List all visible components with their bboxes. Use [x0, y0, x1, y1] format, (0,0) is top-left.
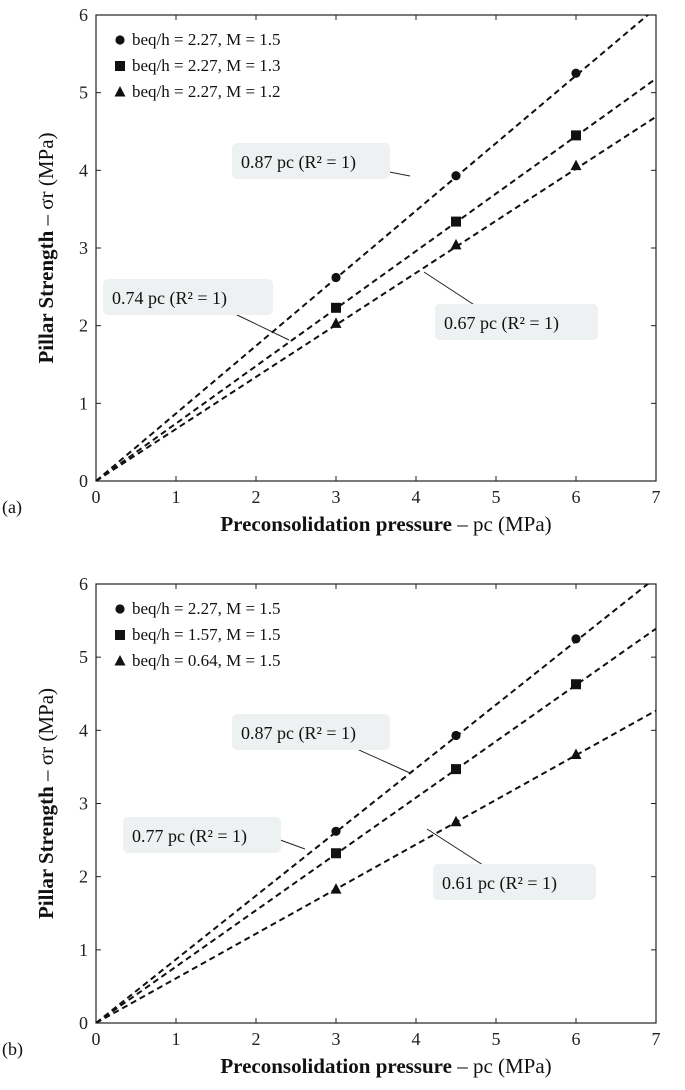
annotation-leader: [423, 271, 480, 309]
data-point: [331, 272, 341, 283]
data-point: [571, 679, 581, 690]
legend-label: beq/h = 2.27, M = 1.5: [132, 30, 281, 49]
data-point: [451, 171, 461, 181]
fit-lines: [96, 15, 656, 481]
annotation-label: 0.61 pc (R² = 1): [442, 873, 557, 894]
x-tick-label: 6: [572, 487, 581, 507]
legend-marker: [115, 604, 125, 614]
x-tick-label: 6: [572, 1029, 581, 1049]
x-tick-label: 3: [332, 487, 341, 507]
data-point: [450, 238, 462, 250]
plot-frame: [95, 583, 657, 1024]
y-tick-label: 0: [79, 471, 88, 491]
annotation-box: [433, 864, 596, 900]
legend-marker: [114, 86, 126, 97]
annotation-leader: [232, 312, 290, 341]
data-point: [331, 848, 341, 859]
y-tick-label: 2: [79, 316, 88, 336]
annotation-label: 0.67 pc (R² = 1): [444, 313, 559, 334]
legend-marker: [114, 655, 126, 666]
data-point: [450, 815, 462, 827]
y-tick-label: 1: [79, 940, 88, 960]
y-tick-label: 1: [79, 393, 88, 413]
x-tick-label: 0: [92, 487, 101, 507]
data-point: [571, 68, 581, 78]
x-tick-label: 5: [492, 487, 501, 507]
legend-marker: [115, 630, 125, 640]
x-tick-label: 0: [92, 1029, 101, 1049]
x-tick-label: 2: [252, 1029, 261, 1049]
fit-line: [96, 77, 656, 481]
fit-line: [96, 709, 656, 1023]
x-tick-label: 3: [332, 1029, 341, 1049]
x-tick-label: 2: [252, 487, 261, 507]
fit-line: [96, 15, 650, 481]
data-point: [330, 883, 342, 894]
data-point: [451, 216, 461, 227]
data-point: [451, 730, 461, 741]
data-point: [331, 826, 341, 836]
legend-label: beq/h = 1.57, M = 1.5: [132, 625, 281, 644]
annotation-label: 0.77 pc (R² = 1): [132, 826, 247, 847]
data-point: [571, 130, 581, 141]
y-tick-label: 0: [79, 1013, 88, 1033]
x-tick-label: 5: [492, 1029, 501, 1049]
x-tick-label: 7: [652, 487, 661, 507]
panel-label: (b): [2, 1039, 23, 1060]
y-axis-label: Pillar Strength – σr (MPa): [34, 132, 58, 363]
x-axis-label: Preconsolidation pressure – pc (MPa): [220, 512, 551, 536]
legend-label: beq/h = 0.64, M = 1.5: [132, 651, 281, 670]
panel-label: (a): [2, 497, 22, 518]
annotation-label: 0.87 pc (R² = 1): [241, 152, 356, 173]
legend-label: beq/h = 2.27, M = 1.3: [132, 56, 281, 75]
annotation-label: 0.74 pc (R² = 1): [112, 288, 227, 309]
y-tick-label: 3: [79, 794, 88, 814]
data-point: [451, 764, 461, 775]
y-tick-label: 5: [79, 83, 88, 103]
x-axis-label: Preconsolidation pressure – pc (MPa): [220, 1054, 551, 1078]
annotation-leader: [426, 828, 487, 868]
legend-marker: [115, 61, 125, 71]
annotation-label: 0.87 pc (R² = 1): [241, 723, 356, 744]
data-point: [330, 317, 342, 328]
annotation-box: [123, 817, 281, 853]
y-tick-label: 4: [79, 160, 88, 180]
data-point: [570, 159, 582, 171]
y-tick-label: 2: [79, 867, 88, 887]
annotation-box: [232, 714, 390, 750]
annotation-box: [232, 143, 390, 179]
x-tick-label: 1: [172, 487, 181, 507]
fit-line: [96, 115, 656, 481]
y-axis-label: Pillar Strength – σr (MPa): [34, 688, 58, 919]
y-tick-label: 4: [79, 720, 88, 740]
x-tick-label: 4: [412, 487, 421, 507]
x-tick-label: 1: [172, 1029, 181, 1049]
data-point: [331, 302, 341, 313]
annotation-box: [103, 279, 273, 315]
chart-panel: 0 1 2 3 4 5 6 7 0 1 2 3 4 5 6 beq/h = 2.27, M = 1.5 beq/…: [2, 574, 661, 1078]
fit-line: [96, 627, 656, 1023]
data-point: [570, 748, 582, 759]
fit-line: [96, 584, 650, 1023]
y-tick-label: 5: [79, 647, 88, 667]
y-tick-label: 3: [79, 238, 88, 258]
fit-lines: [96, 584, 656, 1023]
legend-label: beq/h = 2.27, M = 1.5: [132, 599, 281, 618]
legend-label: beq/h = 2.27, M = 1.2: [132, 82, 281, 101]
data-point: [571, 634, 581, 644]
chart-panel: 0 1 2 3 4 5 6 7 0 1 2 3 4 5 6 beq/h = 2.27, M = 1.5 beq/…: [2, 5, 661, 536]
annotation-box: [435, 304, 598, 340]
x-tick-label: 4: [412, 1029, 421, 1049]
legend-marker: [115, 35, 125, 45]
x-tick-label: 7: [652, 1029, 661, 1049]
y-tick-label: 6: [79, 5, 88, 25]
y-tick-label: 6: [79, 574, 88, 594]
